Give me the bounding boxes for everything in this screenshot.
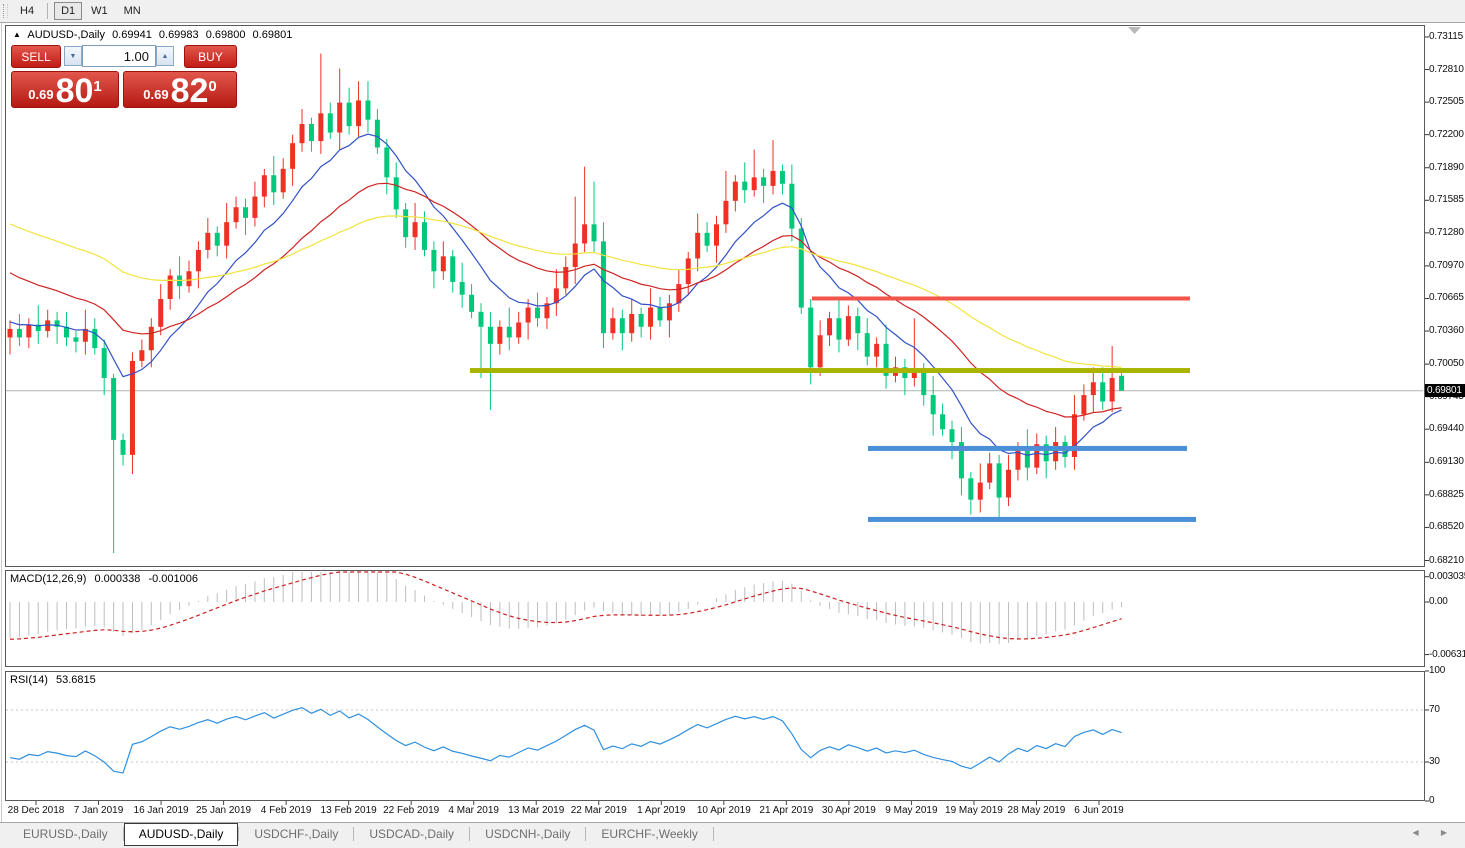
price-axis-label: 0.73115	[1429, 31, 1464, 42]
chart-tab-usdchf[interactable]: USDCHF-,Daily	[254, 827, 339, 841]
rsi-axis-label: 0	[1429, 795, 1435, 806]
timeframe-button-w1[interactable]: W1	[91, 5, 108, 17]
sell-button[interactable]: SELL	[11, 45, 61, 68]
chart-tab-eurusd[interactable]: EURUSD-,Daily	[23, 827, 108, 841]
volume-input[interactable]	[82, 45, 156, 67]
macd-pane[interactable]	[5, 570, 1425, 667]
macd-axis-label: 0.003035	[1429, 570, 1465, 582]
current-price-tag: 0.69801	[1425, 384, 1465, 398]
price-axis-label: 0.71280	[1429, 226, 1464, 238]
time-axis-label: 16 Jan 2019	[133, 805, 189, 816]
tab-separator	[238, 827, 240, 841]
chart-symbol-label: AUDUSD-,Daily	[27, 29, 105, 41]
price-axis-label: 0.68520	[1429, 521, 1464, 533]
volume-decrease-button[interactable]: ▼	[64, 46, 82, 66]
sell-price-sup: 1	[93, 78, 102, 95]
price-axis-label: 0.69440	[1429, 423, 1464, 435]
price-axis-label: 0.72200	[1429, 128, 1464, 140]
tab-separator	[712, 827, 714, 841]
toolbar-separator	[47, 3, 49, 19]
chart-tab-usdcad[interactable]: USDCAD-,Daily	[369, 827, 455, 841]
time-axis-label: 1 Apr 2019	[637, 805, 686, 816]
time-axis-label: 10 Apr 2019	[696, 805, 751, 816]
sell-price-prefix: 0.69	[28, 87, 54, 102]
rsi-axis-label: 100	[1429, 665, 1446, 676]
rsi-pane[interactable]	[5, 671, 1425, 801]
time-axis-label: 25 Jan 2019	[196, 805, 252, 816]
window-edge	[1, 23, 2, 848]
ohlc-open: 0.69941	[112, 29, 152, 41]
volume-increase-button[interactable]: ▲	[156, 46, 174, 66]
rsi-value: 53.6815	[55, 674, 96, 686]
time-axis-label: 13 Feb 2019	[320, 805, 377, 816]
price-axis-label: 0.70970	[1429, 259, 1464, 271]
toolbar-grip-icon[interactable]	[3, 4, 8, 18]
rsi-axis-label: 70	[1429, 704, 1440, 715]
tab-separator	[122, 827, 124, 841]
price-axis[interactable]	[1425, 25, 1465, 801]
time-axis-label: 28 May 2019	[1007, 805, 1066, 816]
time-axis-label: 13 Mar 2019	[508, 805, 565, 816]
timeframe-button-d1[interactable]: D1	[54, 2, 83, 20]
rsi-name: RSI(14)	[10, 674, 48, 686]
price-axis-label: 0.71890	[1429, 161, 1464, 173]
chart-tab-eurchf[interactable]: EURCHF-,Weekly	[601, 827, 698, 841]
time-axis-label: 21 Apr 2019	[759, 805, 814, 816]
time-axis-label: 22 Mar 2019	[570, 805, 627, 816]
time-axis-label: 7 Jan 2019	[73, 805, 124, 816]
tab-scroll-right-icon[interactable]: ▶	[1440, 828, 1457, 837]
time-axis-label: 4 Mar 2019	[448, 805, 499, 816]
chart-title: ▲ AUDUSD-,Daily 0.69941 0.69983 0.69800 …	[13, 29, 296, 41]
price-axis-label: 0.72810	[1429, 63, 1464, 75]
macd-main-value: 0.000338	[94, 573, 141, 585]
price-axis-label: 0.70665	[1429, 292, 1464, 304]
time-axis-label: 30 Apr 2019	[821, 805, 876, 816]
buy-button[interactable]: BUY	[184, 45, 237, 68]
tab-separator	[585, 827, 587, 841]
price-axis-label: 0.69130	[1429, 456, 1464, 468]
buy-price-button[interactable]: 0.69 82 0	[123, 71, 237, 108]
macd-name: MACD(12,26,9)	[10, 573, 87, 585]
sell-price-big: 80	[55, 72, 94, 110]
timeframe-toolbar: H4 D1 W1 MN	[0, 0, 1465, 23]
buy-price-sup: 0	[208, 78, 217, 95]
sell-price-button[interactable]: 0.69 80 1	[11, 71, 119, 108]
time-axis-label: 28 Dec 2018	[7, 805, 65, 816]
price-axis-label: 0.68210	[1429, 554, 1464, 566]
price-axis-label: 0.68825	[1429, 488, 1464, 500]
macd-signal-value: -0.001006	[148, 573, 198, 585]
buy-price-big: 82	[170, 72, 209, 110]
tab-separator	[469, 827, 471, 841]
time-axis-label: 9 May 2019	[885, 805, 938, 816]
price-axis-label: 0.70050	[1429, 358, 1464, 370]
rsi-label: RSI(14) 53.6815	[10, 674, 101, 686]
price-axis-label: 0.72505	[1429, 96, 1464, 108]
chart-tab-audusd[interactable]: AUDUSD-,Daily	[123, 823, 239, 846]
time-axis-label: 6 Jun 2019	[1074, 805, 1124, 816]
time-axis-label: 22 Feb 2019	[383, 805, 440, 816]
timeframe-button-mn[interactable]: MN	[123, 5, 141, 17]
macd-axis-label: 0.00	[1429, 596, 1448, 607]
tab-scroll-arrows[interactable]: ◀ ▶	[1412, 828, 1457, 837]
ohlc-low: 0.69800	[205, 29, 246, 41]
buy-price-prefix: 0.69	[143, 87, 169, 102]
time-axis-label: 19 May 2019	[945, 805, 1003, 816]
collapse-arrow-icon[interactable]: ▲	[13, 30, 21, 39]
ohlc-high: 0.69983	[158, 29, 199, 41]
price-axis-label: 0.71585	[1429, 194, 1464, 206]
symbol-tabbar: EURUSD-,Daily AUDUSD-,Daily USDCHF-,Daily U…	[0, 822, 1465, 848]
ohlc-close: 0.69801	[252, 29, 293, 41]
macd-label: MACD(12,26,9) 0.000338 -0.001006	[10, 573, 203, 585]
timeframe-button-h4[interactable]: H4	[20, 5, 35, 17]
rsi-axis-label: 30	[1429, 756, 1440, 767]
chart-tab-usdcnh[interactable]: USDCNH-,Daily	[485, 827, 571, 841]
tab-scroll-left-icon[interactable]: ◀	[1412, 828, 1429, 837]
one-click-trade-panel: SELL ▼ ▲ BUY 0.69 80 1 0.69 82 0	[11, 44, 237, 108]
price-axis-label: 0.70360	[1429, 325, 1464, 337]
time-axis-label: 4 Feb 2019	[260, 805, 312, 816]
tab-separator	[353, 827, 355, 841]
